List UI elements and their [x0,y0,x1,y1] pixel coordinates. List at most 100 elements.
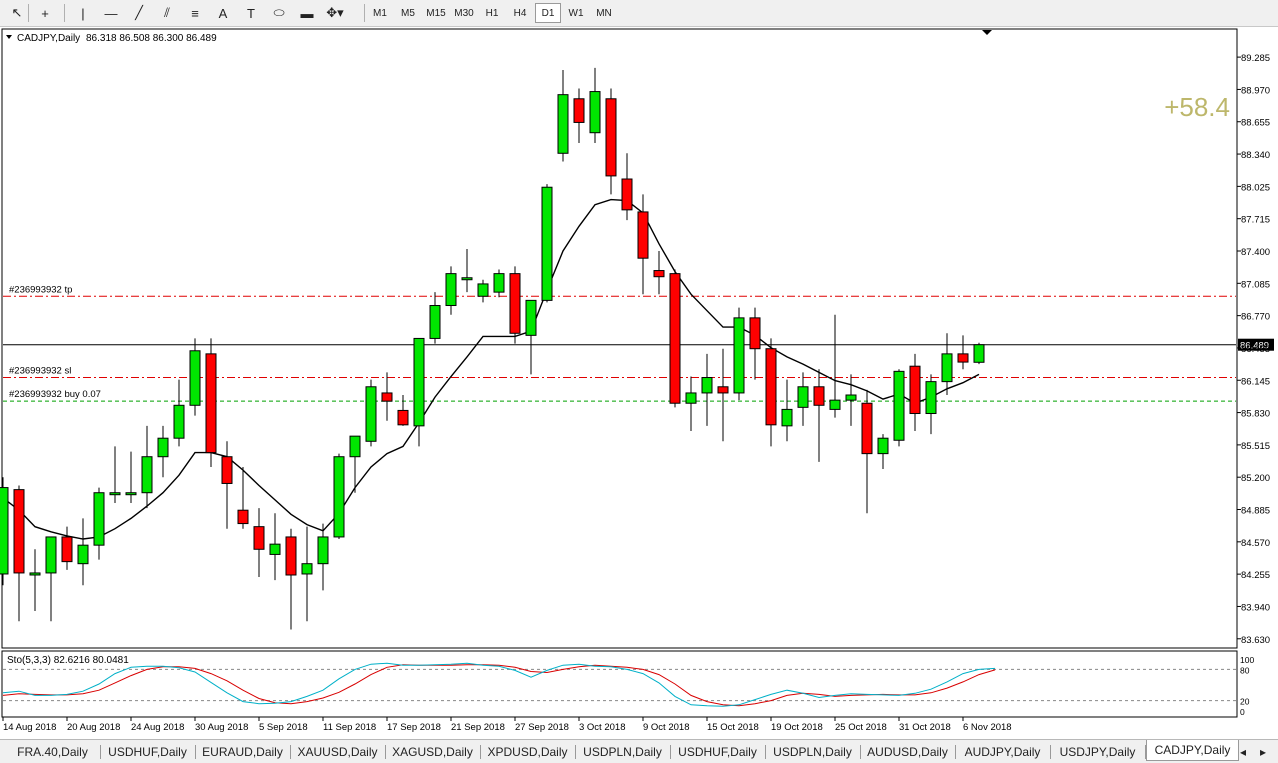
candle [333,453,345,539]
candle-body [365,386,377,442]
crosshair-icon[interactable]: + [41,5,49,21]
symbol-tab[interactable]: USDPLN,Daily [773,745,852,759]
rectangle-icon[interactable]: ▬ [300,5,314,21]
candle-body [797,386,809,408]
candle-body [77,544,89,565]
symbol-tab[interactable]: EURAUD,Daily [202,745,283,759]
trendline-icon[interactable]: ╱ [135,5,143,20]
y-tick-label: 84.255 [1241,570,1270,581]
tab-separator [1050,745,1051,759]
timeframe-m5-button[interactable]: M5 [401,7,415,19]
symbol-tab[interactable]: USDPLN,Daily [583,745,662,759]
candle [605,88,617,195]
candle [477,279,489,303]
toolbar: ↖ + | — ╱ ⫽ ≡ A T ⬭ ▬ ✥▾ M1 M5 M15 M30 H1 H4 D1 W1 MN [0,0,1278,27]
timeframe-m15-button[interactable]: M15 [426,7,446,19]
text-icon[interactable]: A [218,5,228,21]
tab-separator [765,745,766,759]
shift-marker-icon[interactable] [982,30,992,35]
candle [29,549,41,611]
equidistant-channel-icon[interactable]: ⫽ [164,5,170,20]
candle-body [653,270,665,278]
candle [173,379,185,447]
candle-body [461,277,473,281]
candle [269,513,281,581]
candle [557,69,569,162]
vertical-line-icon[interactable]: | [81,5,85,21]
timeframe-h1-button[interactable]: H1 [485,7,499,19]
candle [621,153,633,221]
tab-separator [670,745,671,759]
order-lines: #236993932 tp #236993932 sl #236993932 buy… [3,284,1274,402]
candle-body [45,536,57,574]
candle [13,485,25,622]
tab-scroll-left-icon[interactable]: ◂ [1240,745,1247,759]
candle [637,194,649,295]
candle-body [893,370,905,441]
tab-scroll-right-icon[interactable]: ▸ [1260,745,1267,759]
timeframe-w1-button[interactable]: W1 [568,7,584,19]
timeframe-h4-button[interactable]: H4 [513,7,527,19]
symbol-tab[interactable]: AUDJPY,Daily [964,745,1041,759]
timeframe-d1-button[interactable]: D1 [535,3,561,23]
candle-body [445,273,457,307]
candle-body [909,365,921,415]
y-tick-label: 87.400 [1241,247,1270,258]
candle-body [253,526,265,550]
candle-body [317,536,329,565]
candle [909,353,921,431]
candle-body [621,178,633,211]
fibonacci-icon[interactable]: ≡ [191,5,199,21]
candle-body [157,437,169,458]
x-tick-label: 11 Sep 2018 [323,722,376,733]
y-tick-label: 88.970 [1241,85,1270,96]
candle-body [13,489,25,574]
symbol-tab[interactable]: XPDUSD,Daily [487,745,568,759]
current-price-label: 86.489 [1240,341,1269,352]
tab-separator [575,745,576,759]
symbol-tab[interactable]: USDHUF,Daily [678,745,757,759]
x-tick-label: 25 Oct 2018 [835,722,887,733]
timeframe-m30-button[interactable]: M30 [454,7,474,19]
arrows-menu-icon[interactable]: ✥▾ [326,5,344,20]
candle-body [765,348,777,426]
y-tick-label: 88.340 [1241,150,1270,161]
candle-body [701,377,713,394]
candle-body [141,456,153,494]
cursor-icon[interactable]: ↖ [11,5,23,20]
candle [285,528,297,630]
candle [653,251,665,295]
symbol-tab[interactable]: USDHUF,Daily [108,745,187,759]
candle [429,292,441,344]
candle [189,338,201,416]
symbol-tab[interactable]: AUDUSD,Daily [867,745,948,759]
symbol-tab[interactable]: USDJPY,Daily [1059,745,1136,759]
tab-separator [290,745,291,759]
candle-body [301,563,313,575]
timeframe-m1-button[interactable]: M1 [373,7,387,19]
candle [365,379,377,447]
candle [45,536,57,622]
y-tick-label: 84.885 [1241,506,1270,517]
tab-separator [100,745,101,759]
candle [61,526,73,570]
y-tick-label: 85.830 [1241,409,1270,420]
horizontal-line-icon[interactable]: — [104,5,118,21]
symbol-tab[interactable]: XAGUSD,Daily [392,745,473,759]
dropdown-triangle-icon[interactable] [6,35,12,39]
symbol-tab[interactable]: FRA.40,Daily [17,745,88,759]
chart-area[interactable]: #236993932 tp #236993932 sl #236993932 buy… [0,27,1278,739]
y-tick-label: 86.455 [1241,344,1270,355]
x-tick-label: 21 Sep 2018 [451,722,505,733]
timeframe-mn-button[interactable]: MN [596,7,612,19]
candle [829,314,841,418]
ellipse-icon[interactable]: ⬭ [273,5,285,20]
order-label: #236993932 buy 0.07 [9,389,101,400]
candle [701,353,713,426]
candle [813,369,825,462]
text-label-icon[interactable]: T [247,5,255,21]
symbol-tab[interactable]: XAUUSD,Daily [297,745,378,759]
symbol-tab[interactable]: CADJPY,Daily [1146,740,1239,761]
candle-body [861,402,873,455]
candle [397,395,409,426]
